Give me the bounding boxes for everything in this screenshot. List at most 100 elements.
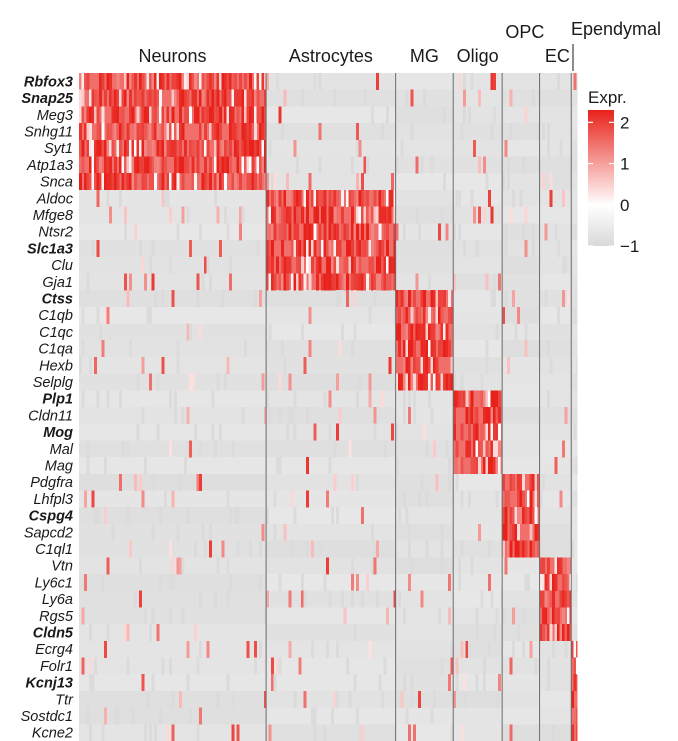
heatmap-cell	[296, 206, 299, 224]
heatmap-cell	[171, 724, 175, 741]
heatmap-cell	[440, 340, 444, 358]
heatmap-cell	[84, 490, 87, 508]
heatmap-cell	[236, 507, 240, 525]
heatmap-cell	[194, 89, 197, 107]
heatmap-cell	[425, 356, 429, 374]
heatmap-cell	[336, 507, 339, 525]
heatmap-cell	[179, 557, 182, 575]
heatmap-cell	[254, 89, 257, 107]
heatmap-cell	[104, 173, 107, 191]
heatmap-cell	[81, 657, 85, 675]
heatmap-cell	[351, 473, 354, 491]
heatmap-row-block	[539, 490, 572, 508]
heatmap-cell	[509, 206, 513, 224]
heatmap-cell	[111, 106, 115, 124]
heatmap-cell	[569, 607, 572, 625]
heatmap-cell	[483, 674, 487, 692]
heatmap-cell	[96, 173, 100, 191]
heatmap-cell	[126, 290, 130, 308]
heatmap-cell	[356, 273, 359, 291]
heatmap-row-block	[79, 640, 267, 658]
heatmap-cell	[201, 89, 205, 107]
heatmap-cell	[81, 156, 85, 174]
heatmap-cell	[288, 256, 292, 274]
heatmap-cell	[537, 123, 540, 141]
heatmap-cell	[171, 290, 175, 308]
heatmap-cell	[251, 123, 255, 141]
heatmap-cell	[231, 724, 235, 741]
heatmap-cell	[149, 156, 152, 174]
heatmap-row-block	[395, 574, 454, 591]
heatmap-cell	[415, 323, 419, 341]
heatmap-cell	[151, 674, 155, 692]
heatmap-cell	[239, 223, 242, 241]
heatmap-row-block	[571, 724, 578, 741]
heatmap-cell	[529, 490, 533, 508]
heatmap-cell	[413, 323, 416, 341]
heatmap-cell	[161, 290, 165, 308]
heatmap-cell	[378, 223, 382, 241]
cell-group-label: OPC	[505, 22, 544, 42]
heatmap-cell	[216, 139, 220, 157]
heatmap-cell	[281, 340, 284, 358]
heatmap-cell	[241, 206, 245, 224]
heatmap-cell	[430, 373, 434, 391]
heatmap-row-block	[395, 707, 454, 725]
heatmap-cell	[201, 273, 205, 291]
heatmap-cell	[256, 156, 260, 174]
heatmap-cell	[363, 273, 367, 291]
heatmap-cell	[485, 390, 489, 408]
heatmap-cell	[204, 106, 207, 124]
heatmap-cell	[346, 240, 349, 257]
heatmap-row-block	[502, 139, 540, 157]
heatmap-cell	[84, 106, 87, 124]
heatmap-cell	[291, 240, 294, 257]
heatmap-cell	[559, 624, 563, 642]
heatmap-cell	[480, 440, 484, 458]
heatmap-cell	[179, 139, 182, 157]
heatmap-cell	[246, 640, 250, 658]
heatmap-row-block	[502, 674, 540, 692]
heatmap-cell	[293, 690, 297, 708]
heatmap-cell	[490, 590, 494, 608]
heatmap-cell	[522, 640, 525, 658]
heatmap-cell	[522, 540, 525, 558]
heatmap-cell	[483, 457, 487, 475]
heatmap-cell	[488, 640, 492, 658]
heatmap-cell	[161, 123, 165, 141]
heatmap-cell	[169, 440, 172, 458]
heatmap-row-block	[539, 273, 572, 291]
heatmap-cell	[398, 290, 401, 308]
heatmap-cell	[351, 590, 354, 608]
gene-label: Pdgfra	[30, 475, 73, 491]
heatmap-cell	[564, 640, 568, 658]
heatmap-cell	[376, 256, 379, 274]
heatmap-cell	[288, 640, 292, 658]
heatmap-cell	[161, 173, 165, 191]
heatmap-cell	[159, 173, 162, 191]
heatmap-cell	[236, 156, 240, 174]
heatmap-cell	[179, 123, 182, 141]
heatmap-cell	[261, 139, 265, 157]
heatmap-cell	[311, 189, 314, 207]
heatmap-cell	[131, 73, 135, 90]
heatmap-cell	[121, 173, 125, 191]
gene-label: Ttr	[55, 692, 74, 708]
heatmap-row-block	[266, 523, 396, 541]
heatmap-cell	[176, 89, 180, 107]
heatmap-cell	[460, 640, 464, 658]
heatmap-row-block	[502, 407, 540, 424]
group-separators	[265, 73, 572, 741]
heatmap-cell	[348, 440, 352, 458]
heatmap-cell	[226, 106, 230, 124]
heatmap-row-block	[79, 223, 267, 241]
heatmap-cell	[226, 223, 230, 241]
heatmap-cell	[544, 223, 548, 241]
heatmap-cell	[460, 390, 464, 408]
heatmap-row-block	[453, 323, 503, 341]
heatmap-cell	[94, 657, 97, 675]
heatmap-cell	[495, 490, 499, 508]
heatmap-cell	[259, 139, 262, 157]
heatmap-cell	[246, 106, 250, 124]
